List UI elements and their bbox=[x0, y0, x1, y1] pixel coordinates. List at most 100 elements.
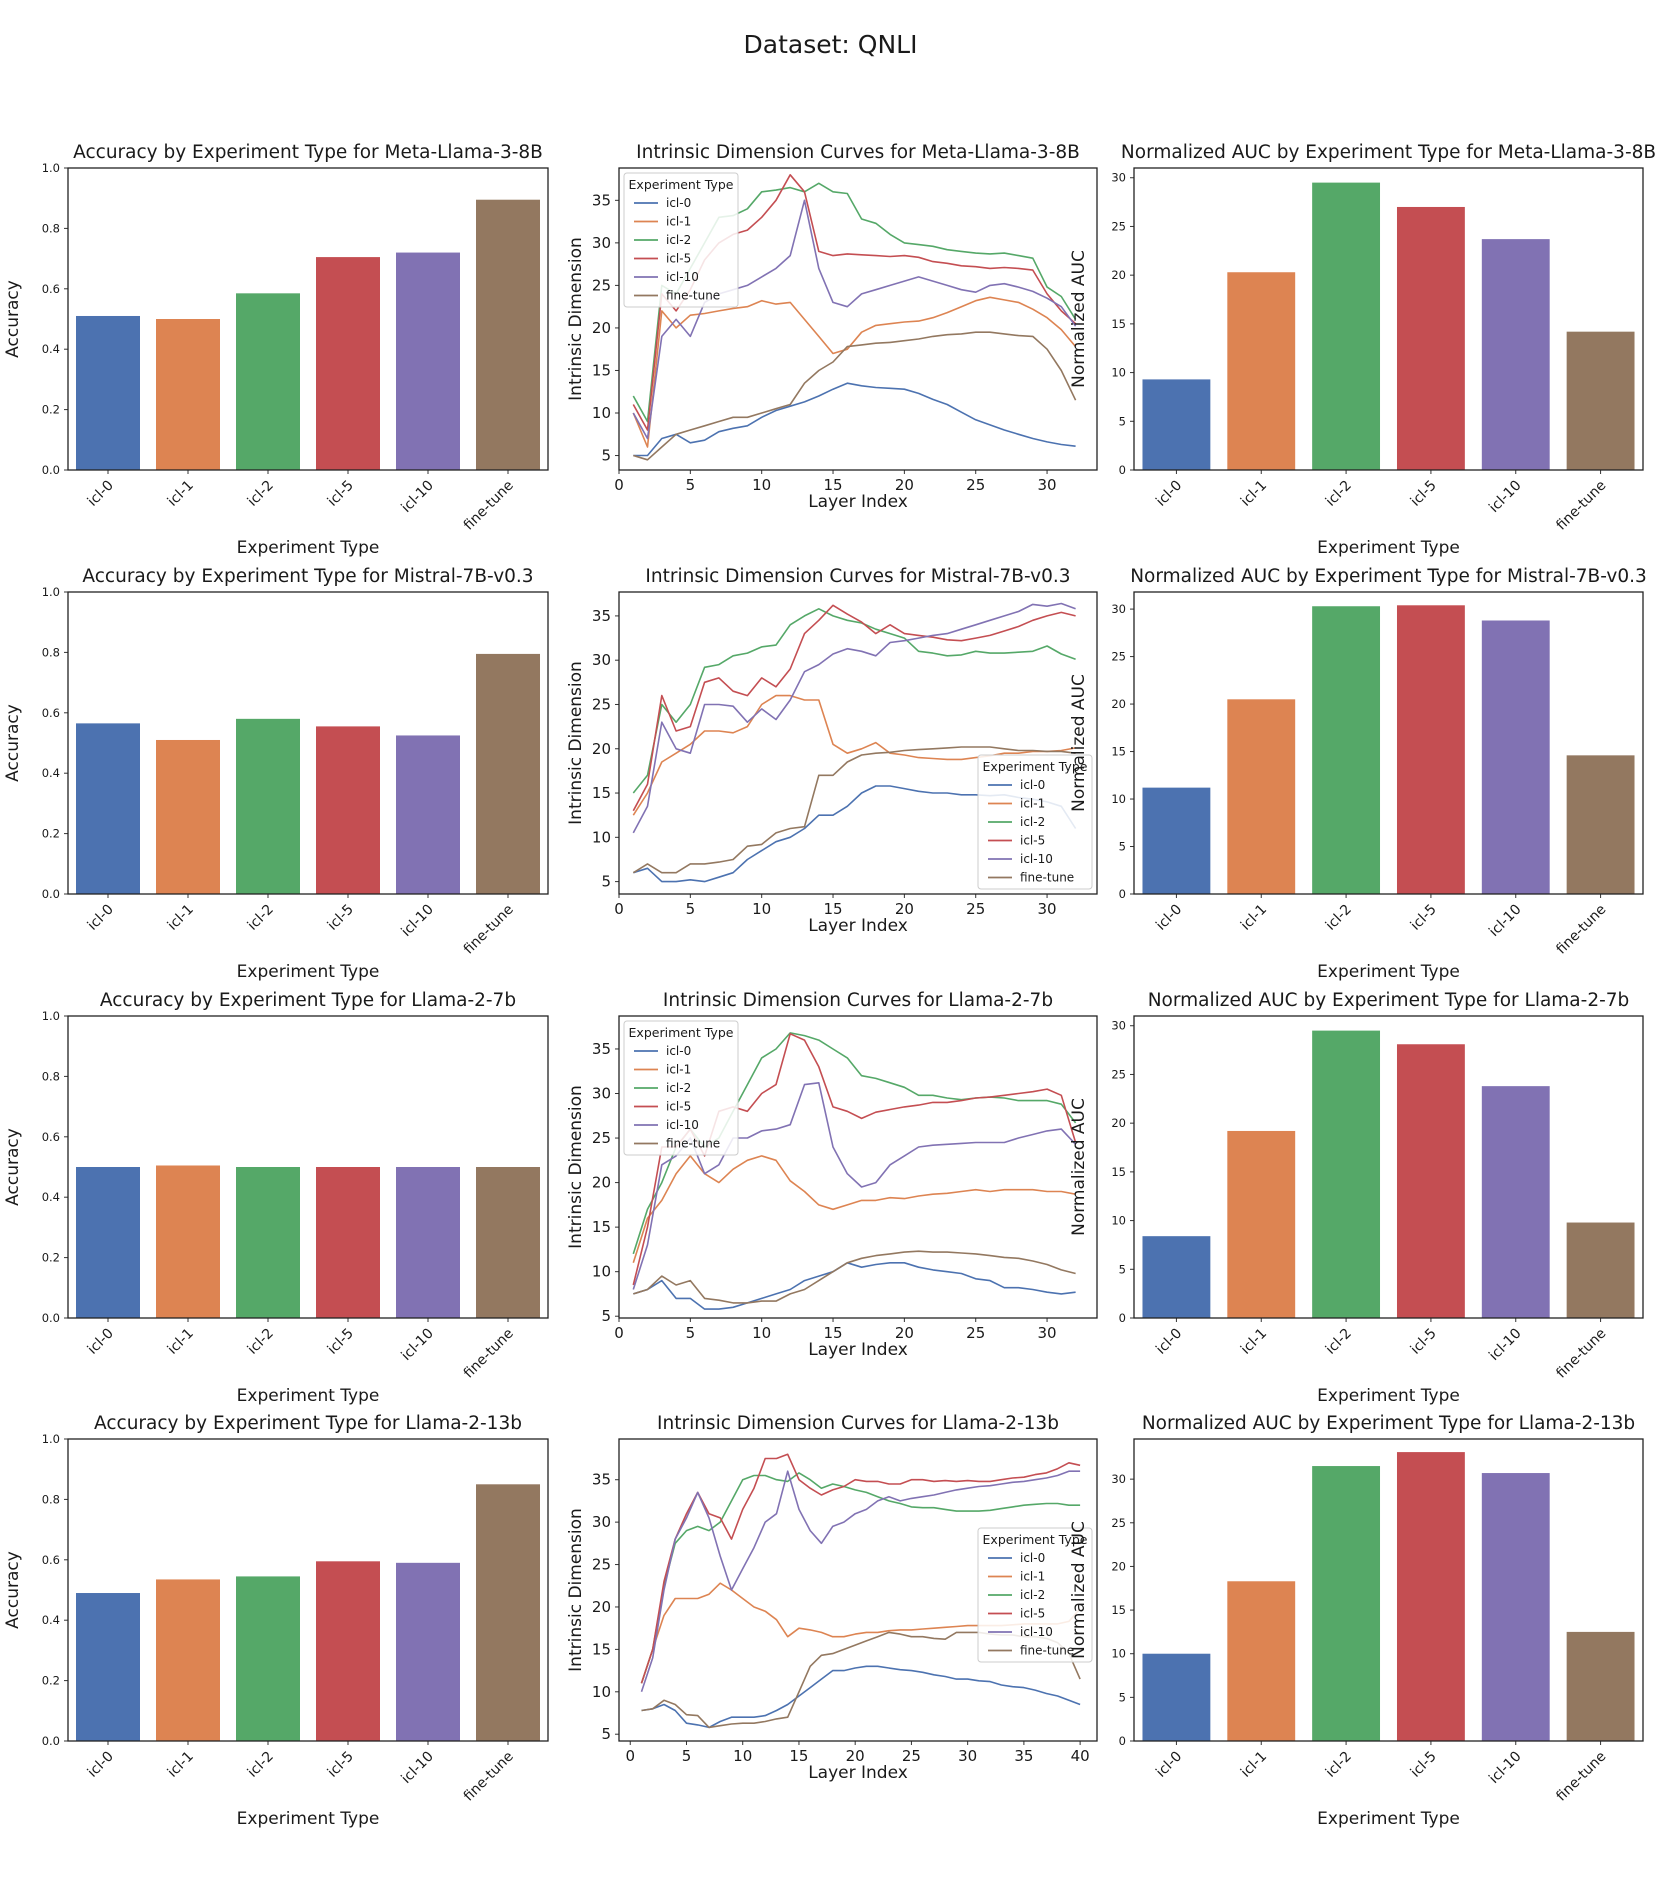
y-tick-label: 20 bbox=[1111, 697, 1126, 711]
bar-icl-0 bbox=[76, 1167, 140, 1318]
panel-title: Accuracy by Experiment Type for Meta-Lla… bbox=[73, 142, 543, 163]
x-tick-label: 5 bbox=[686, 900, 696, 918]
x-tick-label: icl-5 bbox=[325, 902, 357, 934]
y-tick-label: 0.4 bbox=[42, 1190, 60, 1204]
x-axis-label: Experiment Type bbox=[237, 1386, 380, 1406]
y-tick-label: 25 bbox=[1111, 219, 1126, 233]
x-tick-label: 25 bbox=[966, 900, 985, 918]
legend: Experiment Type icl-0 icl-1 icl-2 icl-5 icl-1… bbox=[977, 1527, 1093, 1663]
y-axis-label: Intrinsic Dimension bbox=[566, 237, 586, 401]
bar-fine-tune bbox=[1566, 331, 1635, 470]
bar-icl-5 bbox=[1396, 605, 1465, 894]
x-tick-label: 15 bbox=[823, 1324, 842, 1342]
bar-icl-2 bbox=[1312, 606, 1381, 894]
x-tick-label: icl-10 bbox=[1486, 478, 1524, 516]
legend-label-fine-tune: fine-tune bbox=[1020, 1644, 1074, 1658]
legend-box bbox=[623, 172, 739, 308]
legend-label-icl-0: icl-0 bbox=[1020, 778, 1045, 792]
panel-2-0: Accuracy by Experiment Type for Llama-2-… bbox=[3, 990, 549, 1406]
bar-icl-5 bbox=[1396, 1044, 1465, 1318]
y-tick-label: 5 bbox=[1119, 840, 1126, 854]
x-tick-label: fine-tune bbox=[461, 902, 517, 958]
y-tick-label: 1.0 bbox=[42, 161, 60, 175]
x-tick-label: icl-2 bbox=[1323, 1749, 1355, 1781]
y-tick-label: 30 bbox=[1111, 1019, 1126, 1033]
plot-frame bbox=[67, 1438, 549, 1742]
legend: Experiment Type icl-0 icl-1 icl-2 icl-5 icl-1… bbox=[977, 754, 1093, 890]
y-tick-label: 30 bbox=[592, 234, 611, 252]
y-axis-label: Normalized AUC bbox=[1069, 250, 1089, 388]
panel-title: Accuracy by Experiment Type for Mistral-… bbox=[82, 566, 533, 587]
legend-label-icl-0: icl-0 bbox=[666, 1044, 691, 1058]
series-line-icl-10 bbox=[632, 602, 1076, 834]
panel-title: Normalized AUC by Experiment Type for Ll… bbox=[1142, 1413, 1635, 1434]
y-tick-label: 20 bbox=[1111, 268, 1126, 282]
bar-fine-tune bbox=[476, 653, 540, 894]
legend-label-icl-10: icl-10 bbox=[1020, 1625, 1053, 1639]
legend-label-icl-0: icl-0 bbox=[666, 196, 691, 210]
legend-box bbox=[977, 1527, 1093, 1663]
y-tick-label: 0.2 bbox=[42, 1251, 60, 1265]
plot-frame bbox=[67, 167, 549, 471]
x-tick-label: icl-0 bbox=[1153, 1326, 1185, 1358]
x-tick-label: 0 bbox=[614, 476, 624, 494]
panel-2-2: Normalized AUC by Experiment Type for Ll… bbox=[1069, 990, 1644, 1406]
x-tick-label: 20 bbox=[895, 476, 914, 494]
x-tick-label: 5 bbox=[686, 1324, 696, 1342]
plot-frame bbox=[618, 1015, 1098, 1319]
x-tick-label: icl-1 bbox=[165, 902, 197, 934]
y-tick-label: 20 bbox=[592, 740, 611, 758]
x-tick-label: 20 bbox=[846, 1747, 865, 1765]
series-line-icl-10 bbox=[640, 1470, 1081, 1693]
bar-icl-0 bbox=[1142, 1653, 1211, 1741]
x-axis-label: Layer Index bbox=[808, 916, 908, 936]
y-axis-label: Accuracy bbox=[3, 280, 23, 358]
x-tick-label: 0 bbox=[614, 900, 624, 918]
y-tick-label: 10 bbox=[1111, 792, 1126, 806]
bar-icl-10 bbox=[1481, 1086, 1550, 1318]
y-tick-label: 0.0 bbox=[42, 887, 60, 901]
x-tick-label: icl-0 bbox=[85, 1749, 117, 1781]
panel-1-1: Intrinsic Dimension Curves for Mistral-7… bbox=[566, 566, 1098, 936]
y-tick-label: 15 bbox=[1111, 317, 1126, 331]
y-tick-label: 30 bbox=[592, 1085, 611, 1103]
x-tick-label: icl-10 bbox=[1486, 1749, 1524, 1787]
y-axis-label: Accuracy bbox=[3, 1128, 23, 1206]
legend-label-icl-10: icl-10 bbox=[666, 270, 699, 284]
panel-title: Accuracy by Experiment Type for Llama-2-… bbox=[100, 990, 516, 1011]
x-tick-label: fine-tune bbox=[1553, 1749, 1609, 1805]
x-tick-label: 40 bbox=[1071, 1747, 1090, 1765]
series-line-icl-1 bbox=[632, 694, 1076, 816]
bar-icl-5 bbox=[316, 257, 380, 470]
x-tick-label: icl-0 bbox=[85, 478, 117, 510]
x-axis-label: Experiment Type bbox=[237, 1809, 380, 1829]
plot-frame bbox=[618, 1438, 1098, 1742]
legend-label-icl-1: icl-1 bbox=[666, 215, 691, 229]
legend-label-icl-2: icl-2 bbox=[1020, 1588, 1045, 1602]
legend-label-fine-tune: fine-tune bbox=[666, 289, 720, 303]
x-tick-label: fine-tune bbox=[1553, 478, 1609, 534]
bar-icl-10 bbox=[1481, 239, 1550, 470]
y-tick-label: 10 bbox=[1111, 1647, 1126, 1661]
y-tick-label: 15 bbox=[592, 1218, 611, 1236]
x-tick-label: icl-5 bbox=[325, 1749, 357, 1781]
x-tick-label: 0 bbox=[625, 1747, 635, 1765]
legend-label-icl-5: icl-5 bbox=[666, 1100, 691, 1114]
series-line-icl-5 bbox=[632, 604, 1076, 812]
bar-icl-10 bbox=[396, 1562, 460, 1741]
y-tick-label: 0.6 bbox=[42, 282, 60, 296]
bar-icl-1 bbox=[1227, 1581, 1296, 1741]
bar-icl-1 bbox=[1227, 699, 1296, 894]
y-tick-label: 25 bbox=[592, 695, 611, 713]
plot-frame bbox=[1133, 167, 1644, 471]
panel-title: Intrinsic Dimension Curves for Llama-2-1… bbox=[657, 1413, 1059, 1434]
plot-frame bbox=[67, 1015, 549, 1319]
x-tick-label: 20 bbox=[895, 1324, 914, 1342]
x-tick-label: icl-2 bbox=[1323, 478, 1355, 510]
x-axis-label: Layer Index bbox=[808, 1763, 908, 1783]
series-line-fine-tune bbox=[633, 1250, 1076, 1304]
y-tick-label: 15 bbox=[592, 1640, 611, 1658]
y-tick-label: 30 bbox=[1111, 602, 1126, 616]
x-tick-label: icl-0 bbox=[1153, 1749, 1185, 1781]
y-tick-label: 20 bbox=[1111, 1559, 1126, 1573]
